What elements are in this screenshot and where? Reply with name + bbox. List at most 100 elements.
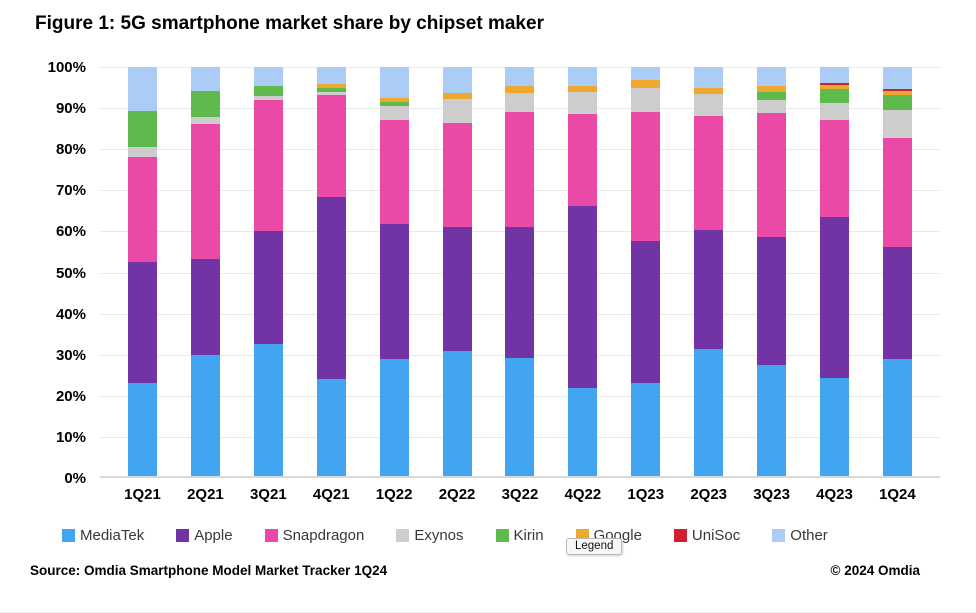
- bar-segment-google-2q22[interactable]: [442, 93, 472, 100]
- bar-segment-other-2q22[interactable]: [442, 67, 472, 94]
- bar-2q22: [442, 67, 472, 478]
- bar-segment-google-1q24[interactable]: [882, 91, 912, 96]
- legend-item-exynos[interactable]: Exynos: [396, 527, 464, 544]
- bar-segment-snapdragon-3q22[interactable]: [505, 112, 535, 228]
- bar-segment-mediatek-2q23[interactable]: [694, 348, 724, 478]
- bar-segment-mediatek-1q21[interactable]: [128, 383, 157, 478]
- legend-item-unisoc[interactable]: UniSoc: [673, 527, 740, 544]
- bar-segment-exynos-3q23[interactable]: [757, 99, 787, 113]
- bar-segment-apple-3q22[interactable]: [505, 227, 535, 358]
- bar-segment-unisoc-4q23[interactable]: [819, 82, 849, 85]
- bar-segment-google-4q23[interactable]: [819, 84, 849, 90]
- bar-segment-mediatek-3q21[interactable]: [253, 344, 283, 478]
- bar-segment-other-4q21[interactable]: [316, 67, 346, 85]
- bar-segment-mediatek-4q23[interactable]: [819, 377, 849, 478]
- bar-segment-apple-1q24[interactable]: [882, 247, 912, 359]
- bar-segment-other-3q23[interactable]: [757, 67, 787, 86]
- bar-segment-snapdragon-1q23[interactable]: [631, 112, 661, 241]
- bar-segment-apple-4q23[interactable]: [819, 217, 849, 378]
- bar-segment-apple-1q21[interactable]: [128, 262, 157, 384]
- bar-segment-snapdragon-4q22[interactable]: [568, 114, 598, 207]
- bar-1q24: [882, 67, 912, 478]
- bar-segment-google-4q21[interactable]: [316, 84, 346, 88]
- bar-segment-unisoc-1q24[interactable]: [882, 89, 912, 92]
- bar-segment-exynos-4q23[interactable]: [819, 102, 849, 121]
- bar-segment-apple-2q22[interactable]: [442, 227, 472, 351]
- bar-segment-exynos-2q23[interactable]: [694, 94, 724, 116]
- bar-2q23: [694, 67, 724, 478]
- bar-segment-exynos-1q23[interactable]: [631, 87, 661, 113]
- bar-segment-apple-2q21[interactable]: [190, 258, 220, 355]
- bar-segment-exynos-2q22[interactable]: [442, 99, 472, 123]
- bar-segment-kirin-4q23[interactable]: [819, 89, 849, 103]
- bar-segment-snapdragon-2q21[interactable]: [190, 123, 220, 259]
- bar-segment-mediatek-2q22[interactable]: [442, 350, 472, 478]
- bar-segment-kirin-4q21[interactable]: [316, 87, 346, 92]
- bar-segment-other-2q21[interactable]: [190, 67, 220, 91]
- bar-segment-other-4q23[interactable]: [819, 67, 849, 83]
- bar-segment-apple-4q21[interactable]: [316, 197, 346, 380]
- bar-segment-exynos-4q21[interactable]: [316, 91, 346, 95]
- bar-segment-exynos-3q22[interactable]: [505, 92, 535, 113]
- legend-item-mediatek[interactable]: MediaTek: [62, 527, 144, 544]
- bar-segment-google-4q22[interactable]: [568, 85, 598, 92]
- bar-segment-google-1q23[interactable]: [631, 80, 661, 88]
- bar-segment-mediatek-1q22[interactable]: [379, 358, 409, 478]
- bar-segment-exynos-1q22[interactable]: [379, 105, 409, 121]
- bar-segment-other-1q23[interactable]: [631, 67, 661, 81]
- legend-item-other[interactable]: Other: [772, 527, 828, 544]
- bar-segment-other-2q23[interactable]: [694, 67, 724, 88]
- bar-segment-exynos-4q22[interactable]: [568, 91, 598, 115]
- x-axis-label-1q21: 1Q21: [124, 486, 161, 503]
- bar-segment-snapdragon-1q21[interactable]: [128, 157, 157, 263]
- x-axis-label-3q21: 3Q21: [249, 486, 287, 503]
- y-axis-label: 70%: [55, 182, 86, 200]
- bar-segment-apple-3q23[interactable]: [757, 236, 787, 365]
- bar-segment-mediatek-2q21[interactable]: [190, 354, 220, 478]
- bar-segment-google-2q23[interactable]: [694, 87, 724, 95]
- x-axis-label-3q23: 3Q23: [753, 486, 790, 503]
- bar-segment-apple-3q21[interactable]: [253, 231, 283, 345]
- bar-segment-snapdragon-3q21[interactable]: [253, 100, 283, 232]
- bar-segment-exynos-3q21[interactable]: [253, 96, 283, 101]
- bar-segment-kirin-2q21[interactable]: [190, 90, 220, 118]
- bar-segment-snapdragon-4q23[interactable]: [819, 120, 849, 218]
- bar-segment-other-1q21[interactable]: [128, 67, 157, 112]
- bar-segment-google-1q22[interactable]: [379, 98, 409, 102]
- bar-segment-other-4q22[interactable]: [568, 67, 598, 86]
- bar-segment-apple-2q23[interactable]: [694, 229, 724, 349]
- source-note: Source: Omdia Smartphone Model Market Tr…: [30, 563, 388, 578]
- bar-segment-exynos-1q24[interactable]: [882, 110, 912, 138]
- legend-item-snapdragon[interactable]: Snapdragon: [264, 527, 364, 544]
- bar-segment-kirin-1q24[interactable]: [882, 95, 912, 111]
- bar-segment-mediatek-1q23[interactable]: [631, 383, 661, 478]
- bar-segment-other-3q22[interactable]: [505, 67, 535, 86]
- bar-segment-mediatek-3q22[interactable]: [505, 357, 535, 478]
- legend-item-apple[interactable]: Apple: [176, 527, 233, 544]
- bar-segment-snapdragon-2q23[interactable]: [694, 115, 724, 230]
- bar-segment-other-1q24[interactable]: [882, 67, 912, 90]
- bar-segment-kirin-3q23[interactable]: [757, 91, 787, 100]
- bar-segment-other-3q21[interactable]: [253, 67, 283, 86]
- bar-segment-snapdragon-3q23[interactable]: [757, 112, 787, 237]
- bar-segment-apple-1q22[interactable]: [379, 224, 409, 359]
- bar-segment-snapdragon-1q22[interactable]: [379, 120, 409, 225]
- bar-segment-snapdragon-2q22[interactable]: [442, 122, 472, 228]
- bar-segment-google-3q23[interactable]: [757, 85, 787, 92]
- bar-segment-kirin-1q21[interactable]: [128, 111, 157, 147]
- bar-segment-snapdragon-4q21[interactable]: [316, 94, 346, 198]
- bar-segment-exynos-2q21[interactable]: [190, 117, 220, 124]
- bar-segment-apple-4q22[interactable]: [568, 206, 598, 388]
- bar-segment-mediatek-1q24[interactable]: [882, 358, 912, 478]
- bar-segment-mediatek-4q21[interactable]: [316, 379, 346, 478]
- bar-segment-apple-1q23[interactable]: [631, 240, 661, 384]
- bar-segment-snapdragon-1q24[interactable]: [882, 137, 912, 248]
- bar-segment-kirin-3q21[interactable]: [253, 85, 283, 97]
- bar-segment-exynos-1q21[interactable]: [128, 146, 157, 158]
- bar-segment-google-3q22[interactable]: [505, 85, 535, 93]
- legend-item-kirin[interactable]: Kirin: [495, 527, 544, 544]
- bar-segment-mediatek-3q23[interactable]: [757, 364, 787, 478]
- bar-segment-mediatek-4q22[interactable]: [568, 387, 598, 478]
- bar-segment-other-1q22[interactable]: [379, 67, 409, 99]
- bar-segment-kirin-1q22[interactable]: [379, 101, 409, 106]
